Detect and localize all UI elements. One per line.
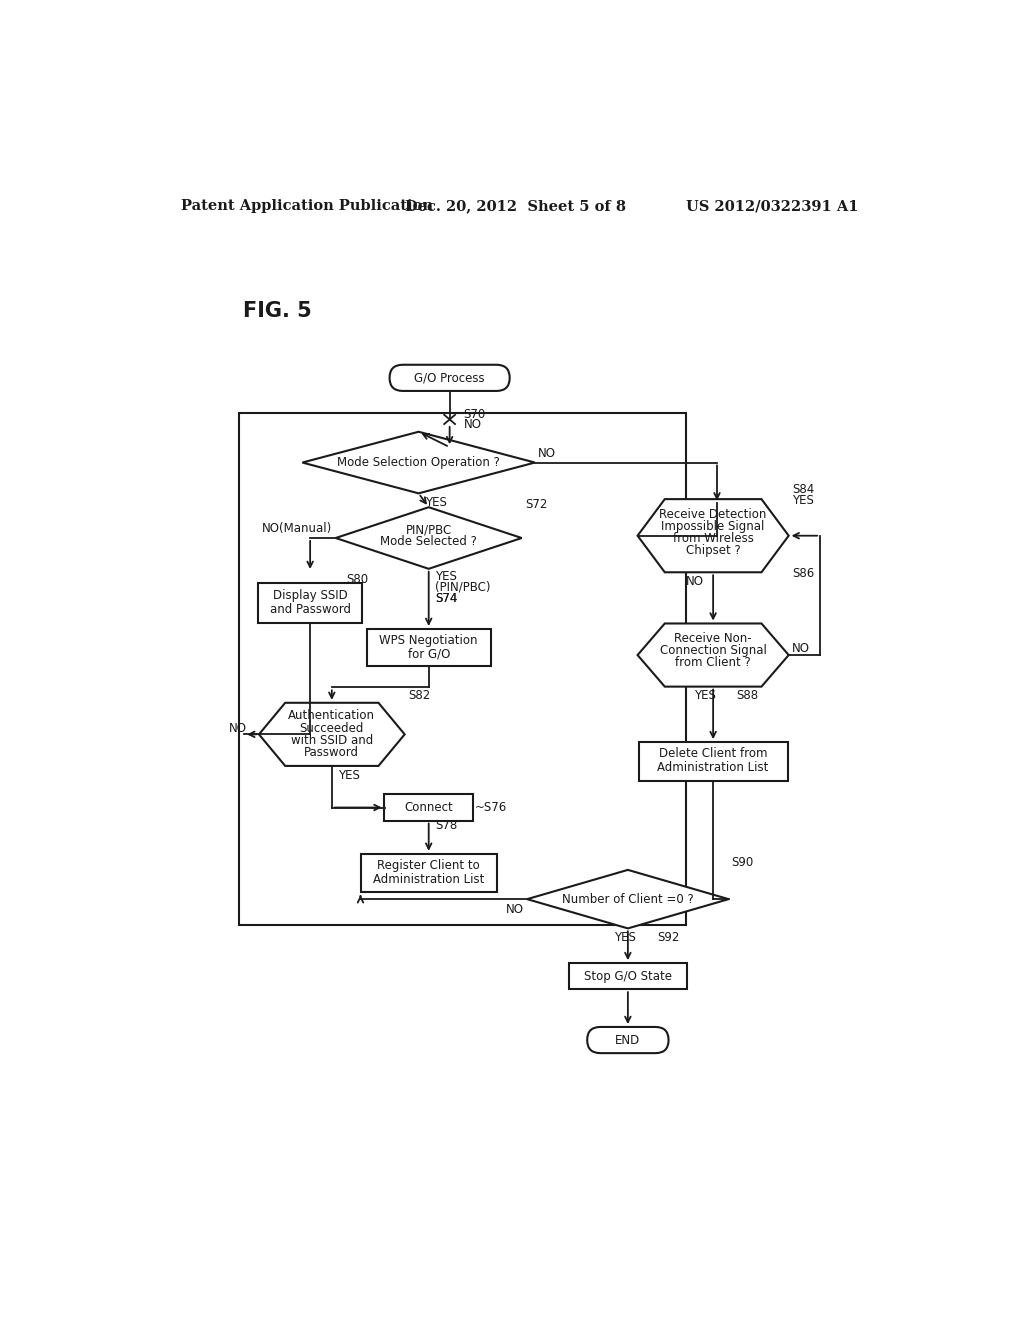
Text: and Password: and Password bbox=[269, 603, 350, 616]
Text: Patent Application Publication: Patent Application Publication bbox=[180, 199, 433, 213]
Text: Number of Client =0 ?: Number of Client =0 ? bbox=[562, 892, 693, 906]
FancyBboxPatch shape bbox=[360, 854, 497, 892]
Text: Stop G/O State: Stop G/O State bbox=[584, 970, 672, 982]
Text: NO: NO bbox=[506, 903, 524, 916]
Text: YES: YES bbox=[693, 689, 716, 702]
Text: Chipset ?: Chipset ? bbox=[686, 544, 740, 557]
FancyBboxPatch shape bbox=[367, 628, 490, 665]
Text: Receive Non-: Receive Non- bbox=[675, 631, 752, 644]
Text: S70: S70 bbox=[464, 408, 485, 421]
Polygon shape bbox=[302, 432, 535, 494]
Polygon shape bbox=[638, 623, 788, 686]
Text: Mode Selection Operation ?: Mode Selection Operation ? bbox=[337, 455, 500, 469]
Text: NO(Manual): NO(Manual) bbox=[262, 523, 333, 536]
Text: Display SSID: Display SSID bbox=[272, 589, 347, 602]
Text: Mode Selected ?: Mode Selected ? bbox=[380, 536, 477, 548]
Text: S74: S74 bbox=[435, 591, 458, 605]
Text: Receive Detection: Receive Detection bbox=[659, 508, 767, 520]
Text: NO: NO bbox=[538, 446, 556, 459]
Polygon shape bbox=[527, 870, 729, 928]
Text: YES: YES bbox=[425, 496, 446, 510]
Polygon shape bbox=[638, 499, 788, 573]
Text: NO: NO bbox=[228, 722, 247, 735]
Text: NO: NO bbox=[792, 643, 810, 656]
FancyBboxPatch shape bbox=[384, 795, 473, 821]
Text: S74: S74 bbox=[435, 591, 458, 605]
Text: Succeeded: Succeeded bbox=[300, 722, 364, 735]
Text: Register Client to: Register Client to bbox=[377, 859, 480, 871]
Text: G/O Process: G/O Process bbox=[415, 371, 485, 384]
Text: S88: S88 bbox=[736, 689, 759, 702]
Text: Password: Password bbox=[304, 746, 359, 759]
Text: S84: S84 bbox=[792, 483, 814, 496]
Text: END: END bbox=[615, 1034, 640, 1047]
Text: Authentication: Authentication bbox=[289, 709, 376, 722]
Text: WPS Negotiation: WPS Negotiation bbox=[380, 634, 478, 647]
Text: Administration List: Administration List bbox=[657, 760, 769, 774]
Polygon shape bbox=[259, 702, 404, 766]
FancyBboxPatch shape bbox=[389, 364, 510, 391]
Text: Connect: Connect bbox=[404, 801, 453, 814]
Text: S72: S72 bbox=[524, 498, 547, 511]
Text: Administration List: Administration List bbox=[373, 873, 484, 886]
Text: S82: S82 bbox=[409, 689, 431, 702]
FancyBboxPatch shape bbox=[239, 412, 686, 924]
Text: ~S76: ~S76 bbox=[475, 801, 508, 814]
Text: S80: S80 bbox=[346, 573, 369, 586]
FancyBboxPatch shape bbox=[639, 742, 787, 780]
Text: with SSID and: with SSID and bbox=[291, 734, 373, 747]
Text: S78: S78 bbox=[435, 818, 457, 832]
Text: YES: YES bbox=[338, 768, 359, 781]
Text: (PIN/PBC): (PIN/PBC) bbox=[435, 579, 490, 593]
Text: for G/O: for G/O bbox=[408, 648, 450, 661]
Text: from Client ?: from Client ? bbox=[675, 656, 751, 669]
Text: NO: NO bbox=[686, 576, 703, 587]
Text: S90: S90 bbox=[732, 855, 754, 869]
Text: US 2012/0322391 A1: US 2012/0322391 A1 bbox=[686, 199, 858, 213]
Text: Delete Client from: Delete Client from bbox=[658, 747, 767, 760]
Text: FIG. 5: FIG. 5 bbox=[243, 301, 311, 321]
Text: Connection Signal: Connection Signal bbox=[659, 644, 767, 657]
FancyBboxPatch shape bbox=[569, 964, 687, 989]
Polygon shape bbox=[336, 507, 521, 569]
FancyBboxPatch shape bbox=[587, 1027, 669, 1053]
Text: YES: YES bbox=[792, 494, 814, 507]
Text: from Wireless: from Wireless bbox=[673, 532, 754, 545]
FancyBboxPatch shape bbox=[258, 582, 362, 623]
Text: PIN/PBC: PIN/PBC bbox=[406, 523, 452, 536]
Text: S92: S92 bbox=[657, 931, 680, 944]
Text: NO: NO bbox=[464, 418, 481, 432]
Text: Impossible Signal: Impossible Signal bbox=[662, 520, 765, 533]
Text: YES: YES bbox=[435, 570, 457, 583]
Text: S86: S86 bbox=[792, 568, 814, 581]
Text: Dec. 20, 2012  Sheet 5 of 8: Dec. 20, 2012 Sheet 5 of 8 bbox=[406, 199, 627, 213]
Text: YES: YES bbox=[614, 931, 636, 944]
